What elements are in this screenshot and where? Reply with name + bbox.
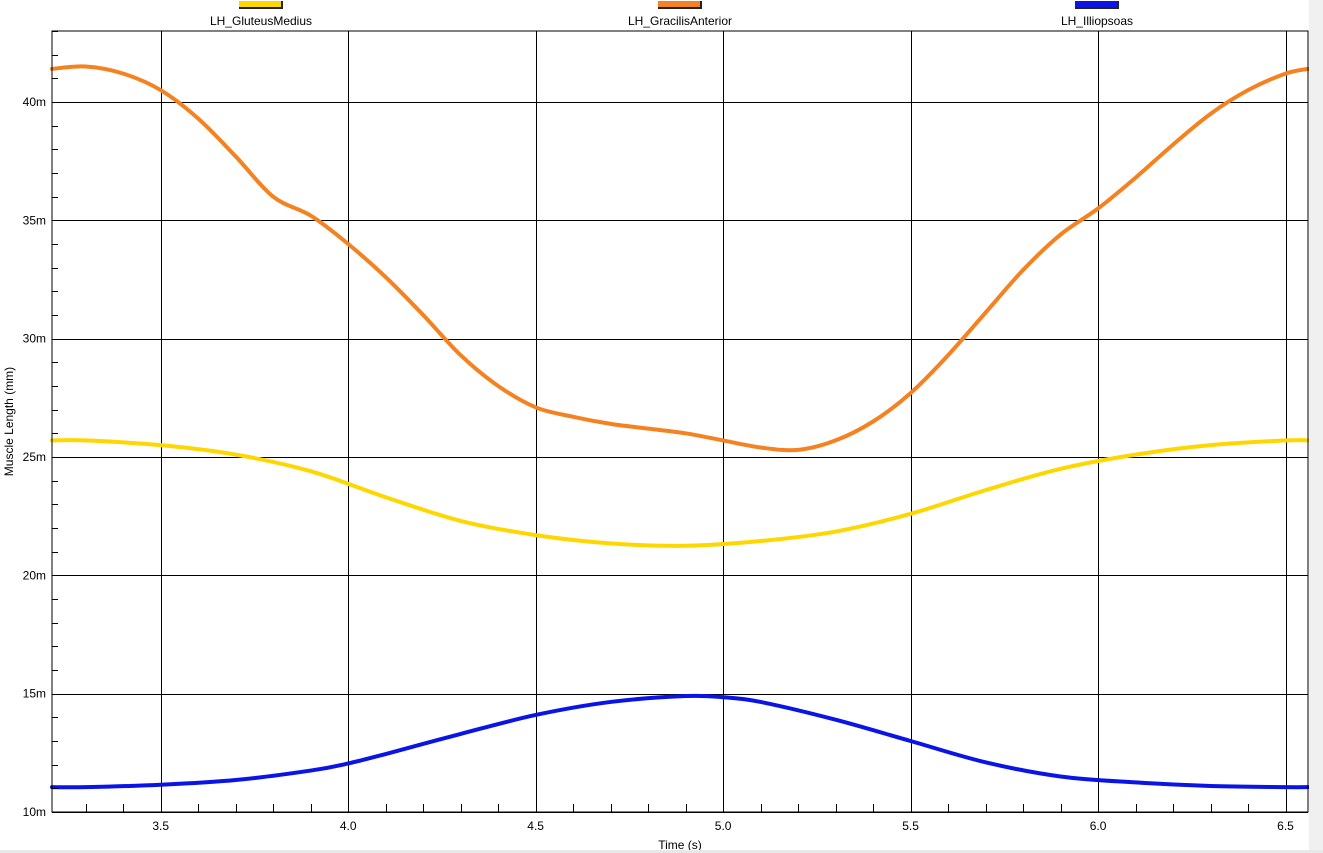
y-tick-label: 30m: [23, 332, 46, 346]
legend-label: LH_GluteusMedius: [210, 14, 312, 28]
y-tick-label: 20m: [23, 568, 46, 582]
legend: LH_GluteusMedius LH_GracilisAnterior LH_Il…: [210, 1, 1133, 28]
x-tick-label: 5.0: [715, 819, 732, 833]
x-tick-label: 6.0: [1090, 819, 1107, 833]
y-axis-label: Muscle Length (mm): [2, 367, 16, 476]
legend-swatch: [239, 1, 281, 7]
series-line-lh-illiopsoas: [50, 693, 1310, 790]
plot-frame: [51, 30, 1309, 813]
y-tick-label: 15m: [23, 687, 46, 701]
legend-swatch: [1075, 1, 1117, 7]
bottom-gutter: [0, 850, 1323, 853]
y-tick-label: 25m: [23, 450, 46, 464]
series-line-lh-gracilisanterior: [50, 64, 1310, 453]
legend-label: LH_Illiopsoas: [1061, 14, 1133, 28]
right-gutter: [1309, 0, 1323, 853]
series-line-lh-gluteusmedius: [50, 438, 1310, 548]
minor-ticks: [52, 31, 1287, 813]
legend-swatch: [658, 1, 700, 7]
x-tick-label: 4.5: [527, 819, 544, 833]
x-tick-label: 3.5: [152, 819, 169, 833]
y-tick-label: 10m: [23, 805, 46, 819]
x-axis-label: Time (s): [658, 838, 702, 852]
x-axis-tick-labels: 3.5 4.0 4.5 5.0 5.5 6.0 6.5: [152, 819, 1294, 833]
x-tick-label: 4.0: [340, 819, 357, 833]
x-tick-label: 5.5: [902, 819, 919, 833]
y-axis-tick-labels: 10m 15m 20m 25m 30m 35m 40m: [23, 95, 46, 819]
y-tick-label: 35m: [23, 213, 46, 227]
x-tick-label: 6.5: [1277, 819, 1294, 833]
series-lines: [50, 64, 1310, 790]
y-tick-label: 40m: [23, 95, 46, 109]
legend-label: LH_GracilisAnterior: [628, 14, 732, 28]
